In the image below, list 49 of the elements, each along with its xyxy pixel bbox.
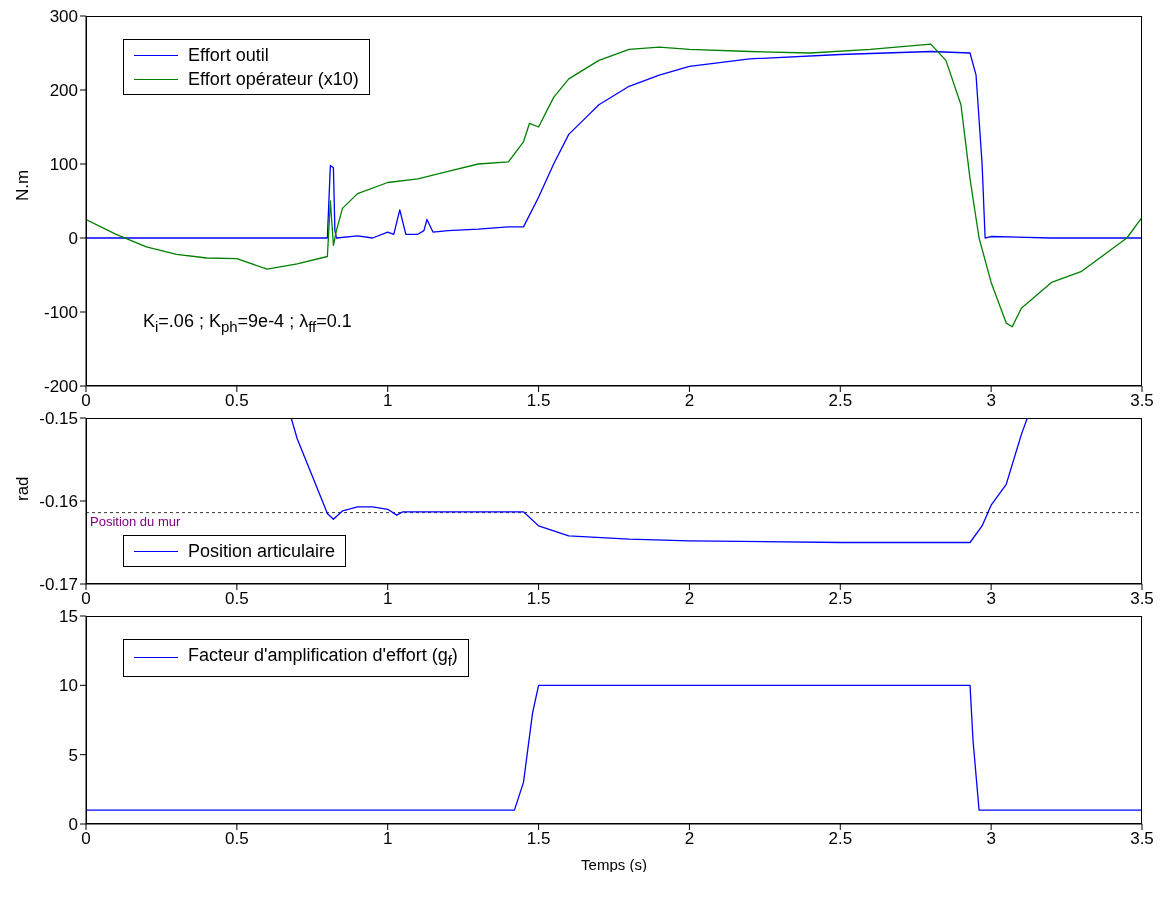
y-tick-label: 200 [49, 81, 78, 101]
x-tick-label: 3 [986, 589, 996, 609]
y-tick-label: -100 [43, 303, 78, 323]
x-tick-label: 0.5 [225, 829, 249, 849]
x-tick-label: 0 [81, 829, 91, 849]
x-tick-label: 2.5 [828, 829, 853, 849]
legend-label: Facteur d'amplification d'effort (g$_{f}$) [188, 644, 458, 671]
legend-label: Effort outil [188, 44, 269, 67]
y-tick-label: 10 [59, 676, 78, 696]
x-tick-label: 2.5 [828, 391, 853, 411]
x-tick-label: 2.5 [828, 589, 853, 609]
y-tick-label: -200 [43, 377, 78, 397]
x-tick-label: 1.5 [526, 829, 551, 849]
legend-label: Position articulaire [188, 540, 336, 563]
x-tick-label: 3.5 [1130, 589, 1154, 609]
y-tick-label: -0.16 [39, 492, 78, 512]
y-axis-title: N.m [13, 169, 33, 201]
x-tick-label: 1.5 [526, 391, 551, 411]
ref-line-label: Position du mur [90, 513, 181, 529]
x-tick-label: 0 [81, 391, 91, 411]
x-tick-label: 3 [986, 829, 996, 849]
x-tick-label: 2 [684, 391, 695, 411]
y-tick-label: 15 [59, 607, 78, 627]
x-tick-label: 3.5 [1130, 391, 1154, 411]
x-tick-label: 2 [684, 589, 695, 609]
y-tick-label: 0 [68, 815, 78, 835]
y-tick-label: 0 [68, 229, 78, 249]
y-axis-title: rad [13, 476, 33, 501]
y-tick-label: 100 [49, 155, 78, 175]
x-tick-label: 0.5 [225, 589, 249, 609]
y-tick-label: 300 [49, 7, 78, 27]
legend-label: Effort opérateur (x10) [188, 68, 359, 91]
x-tick-label: 1 [382, 589, 393, 609]
line-series [290, 418, 1028, 544]
annotation: K$_{i}$=.06 ; K$_{ph}$=9e-4 ; λ$_{ff}$=0.1 [143, 311, 352, 335]
x-tick-label: 2 [684, 829, 695, 849]
x-tick-label: 3.5 [1130, 829, 1154, 849]
x-tick-label: 3 [986, 391, 996, 411]
x-tick-label: 1 [382, 391, 393, 411]
x-tick-label: 1.5 [526, 589, 551, 609]
x-tick-label: 0.5 [225, 391, 249, 411]
line-series [86, 50, 1142, 239]
line-series [86, 684, 1142, 811]
y-tick-label: 5 [68, 745, 78, 765]
y-tick-label: -0.15 [39, 409, 78, 429]
x-tick-label: 0 [81, 589, 91, 609]
plot-frame: Facteur d'amplification d'effort (g$_{f}$) [86, 616, 1142, 824]
x-tick-label: 1 [382, 829, 393, 849]
y-tick-label: -0.17 [39, 575, 78, 595]
